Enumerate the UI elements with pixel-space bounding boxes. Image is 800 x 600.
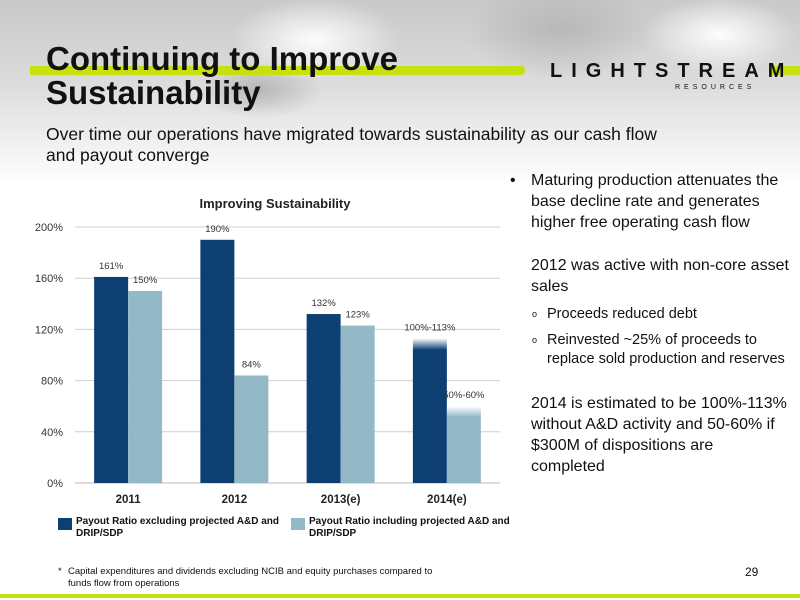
legend-label: Payout Ratio excluding projected A&D and… <box>76 516 279 539</box>
chart-area: Improving Sustainability 161% 150% 190% 84%… <box>0 186 505 556</box>
title-line-1: Continuing to Improve <box>46 40 398 77</box>
footnote: * Capital expenditures and dividends exc… <box>58 566 458 590</box>
logo-subtext: RESOURCES <box>675 84 756 91</box>
bar-including-2011 <box>128 291 163 483</box>
data-label: 161% <box>99 261 124 272</box>
sub-bullet-icon: o <box>532 335 538 345</box>
bar-excluding-2014(e) <box>412 338 447 483</box>
sub-bullet-item: o Reinvested ~25% of proceeds to replace… <box>510 331 790 369</box>
title-line-2: Sustainability <box>46 74 261 111</box>
bullet-icon: • <box>510 172 516 189</box>
data-label: 132% <box>311 298 336 309</box>
sub-bullet-icon: o <box>532 309 538 319</box>
data-label: 50%-60% <box>443 390 485 401</box>
chart-title: Improving Sustainability <box>200 196 352 211</box>
sub-bullet-item: o Proceeds reduced debt <box>510 305 790 324</box>
bullet-item: • Maturing production attenuates the bas… <box>510 170 790 233</box>
bar-including-2013(e) <box>340 325 375 483</box>
bar-including-2012 <box>234 375 269 483</box>
x-tick-label: 2011 <box>116 494 142 506</box>
x-tick-label: 2012 <box>222 494 248 506</box>
sub-bullet-text: Proceeds reduced debt <box>547 306 697 322</box>
paragraph-2014: 2014 is estimated to be 100%-113% withou… <box>531 395 787 475</box>
paragraph-2012: 2012 was active with non-core asset sale… <box>531 257 789 295</box>
accent-line-right <box>770 66 800 75</box>
bar-excluding-2013(e) <box>306 314 341 483</box>
slide-title: Continuing to Improve Sustainability <box>46 42 398 110</box>
logo-wordmark: LIGHTSTREAM <box>550 60 794 82</box>
x-tick-label: 2014(e) <box>427 494 467 506</box>
y-tick-label: 160% <box>35 273 63 285</box>
legend-label: Payout Ratio including projected A&D and… <box>309 516 510 539</box>
sub-bullet-text: Reinvested ~25% of proceeds to replace s… <box>547 332 785 367</box>
bullet-text: Maturing production attenuates the base … <box>531 172 779 231</box>
bar-excluding-2011 <box>94 276 129 483</box>
bar-including-2014(e) <box>446 406 481 483</box>
y-tick-label: 80% <box>41 376 63 388</box>
accent-line <box>30 66 525 75</box>
header-background-photo <box>0 0 800 185</box>
data-label: 190% <box>205 224 230 235</box>
page-number: 29 <box>745 565 759 579</box>
slide-subtitle: Over time our operations have migrated t… <box>46 124 657 165</box>
x-tick-label: 2013(e) <box>321 494 361 506</box>
company-logo: LIGHTSTREAM RESOURCES <box>540 58 784 100</box>
footnote-text: Capital expenditures and dividends exclu… <box>68 566 433 589</box>
bar-excluding-2012 <box>200 239 235 483</box>
legend-swatch <box>58 518 72 530</box>
chart-legend: Payout Ratio excluding projected A&D and… <box>58 516 528 548</box>
bottom-accent-line <box>0 594 800 598</box>
y-tick-label: 0% <box>47 478 63 490</box>
y-tick-label: 120% <box>35 324 63 336</box>
y-tick-label: 40% <box>41 427 63 439</box>
data-label: 123% <box>345 310 370 321</box>
y-tick-label: 200% <box>35 222 63 234</box>
bar-chart: Improving Sustainability 161% 150% 190% 84%… <box>35 196 500 506</box>
key-points: • Maturing production attenuates the bas… <box>510 170 790 477</box>
legend-swatch <box>291 518 305 530</box>
footnote-marker: * <box>58 566 62 577</box>
data-label: 150% <box>133 275 158 286</box>
data-label: 100%-113% <box>404 322 456 333</box>
data-label: 84% <box>242 359 262 370</box>
